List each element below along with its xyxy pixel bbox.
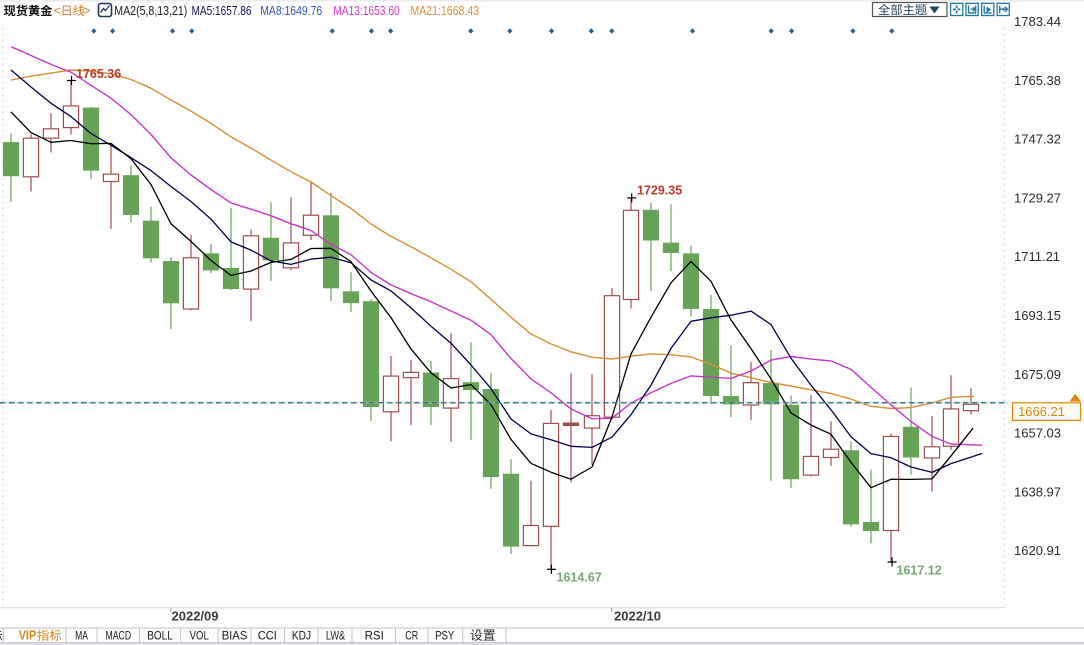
svg-text:1666.21: 1666.21: [1018, 404, 1065, 419]
svg-text:1638.97: 1638.97: [1014, 484, 1061, 499]
svg-text:PSY: PSY: [435, 629, 454, 643]
svg-text:KDJ: KDJ: [292, 629, 311, 643]
svg-text:2022/09: 2022/09: [172, 609, 219, 624]
svg-text:1675.09: 1675.09: [1014, 367, 1061, 382]
svg-text:<: <: [54, 4, 61, 18]
svg-text:1617.12: 1617.12: [897, 564, 942, 578]
svg-text:>: >: [84, 4, 91, 18]
svg-text:1765.38: 1765.38: [1014, 73, 1061, 88]
svg-text:MA21:1668.43: MA21:1668.43: [410, 4, 479, 18]
svg-text:1729.35: 1729.35: [637, 184, 682, 198]
svg-text:1693.15: 1693.15: [1014, 308, 1061, 323]
svg-text:1783.44: 1783.44: [1014, 14, 1061, 29]
svg-text:1729.27: 1729.27: [1014, 190, 1061, 205]
svg-text:RSI: RSI: [365, 629, 384, 643]
svg-text:1620.91: 1620.91: [1014, 543, 1061, 558]
svg-text:MA5:1657.86: MA5:1657.86: [192, 4, 252, 18]
svg-text:MA2(5,8,13,21): MA2(5,8,13,21): [114, 4, 187, 18]
svg-text:1765.36: 1765.36: [76, 67, 121, 81]
svg-text:CCI: CCI: [258, 629, 277, 643]
svg-text:MACD: MACD: [106, 629, 132, 643]
svg-text:BIAS: BIAS: [222, 629, 248, 643]
svg-text:2022/10: 2022/10: [614, 609, 661, 624]
svg-text:1614.67: 1614.67: [557, 571, 602, 585]
svg-text:MA: MA: [75, 629, 88, 643]
svg-text:LW&: LW&: [326, 629, 346, 643]
svg-text:VIP: VIP: [19, 629, 37, 643]
svg-text:CR: CR: [405, 629, 418, 643]
svg-text:VOL: VOL: [190, 629, 209, 643]
svg-text:MA8:1649.76: MA8:1649.76: [260, 4, 322, 18]
svg-text:MA13:1653.60: MA13:1653.60: [333, 4, 400, 18]
svg-text:1711.21: 1711.21: [1014, 249, 1060, 264]
svg-text:1657.03: 1657.03: [1014, 426, 1061, 441]
svg-text:1747.32: 1747.32: [1014, 132, 1061, 147]
svg-text:BOLL: BOLL: [147, 629, 173, 643]
